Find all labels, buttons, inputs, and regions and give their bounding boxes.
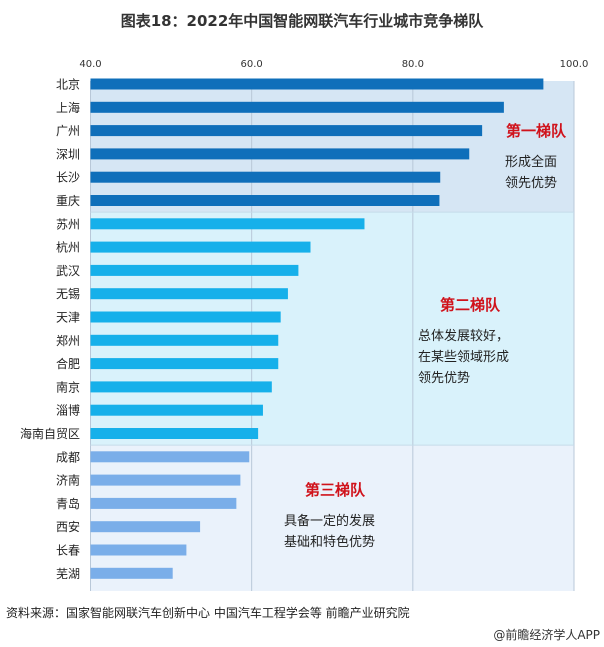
tier-background bbox=[90, 81, 574, 213]
category-label: 杭州 bbox=[56, 240, 80, 255]
bar bbox=[90, 148, 470, 160]
bar bbox=[90, 521, 201, 533]
category-label: 济南 bbox=[56, 473, 80, 488]
tier-background bbox=[90, 445, 574, 591]
bar bbox=[90, 381, 272, 393]
bar bbox=[90, 264, 299, 276]
category-label: 深圳 bbox=[56, 147, 80, 161]
category-label: 海南自贸区 bbox=[20, 426, 80, 441]
category-label: 长春 bbox=[56, 544, 80, 558]
category-label: 苏州 bbox=[56, 217, 80, 231]
tier-description: 形成全面 bbox=[505, 154, 557, 170]
bar bbox=[90, 544, 187, 556]
category-label: 成都 bbox=[56, 450, 80, 464]
category-label: 长沙 bbox=[56, 171, 80, 185]
category-label: 南京 bbox=[56, 379, 80, 394]
x-tick-label: 100.0 bbox=[560, 59, 589, 70]
category-label: 重庆 bbox=[56, 194, 80, 208]
category-label: 广州 bbox=[56, 124, 80, 138]
bar bbox=[90, 404, 263, 416]
category-label: 郑州 bbox=[56, 333, 80, 348]
category-label: 天津 bbox=[56, 311, 80, 325]
category-label: 芜湖 bbox=[56, 566, 80, 581]
category-label: 无锡 bbox=[56, 286, 80, 301]
category-label: 上海 bbox=[56, 100, 80, 115]
tier-description: 具备一定的发展 bbox=[284, 513, 375, 529]
tier-label: 第一梯队 bbox=[506, 122, 567, 140]
bar bbox=[90, 288, 288, 300]
x-tick-label: 60.0 bbox=[241, 59, 263, 70]
category-label: 青岛 bbox=[56, 496, 80, 511]
category-label: 合肥 bbox=[56, 356, 80, 371]
bar bbox=[90, 334, 279, 346]
bar bbox=[90, 171, 441, 183]
tier-description: 领先优势 bbox=[418, 370, 470, 386]
credit: @前瞻经济学人APP bbox=[493, 628, 600, 642]
bar bbox=[90, 474, 241, 486]
category-label: 淄博 bbox=[56, 403, 80, 418]
x-tick-label: 40.0 bbox=[79, 59, 101, 70]
tier-description: 领先优势 bbox=[505, 175, 557, 191]
bar bbox=[90, 311, 281, 323]
bar bbox=[90, 78, 544, 90]
tier-description: 总体发展较好， bbox=[418, 328, 509, 344]
bar bbox=[90, 241, 311, 253]
tier-description: 基础和特色优势 bbox=[284, 534, 375, 550]
category-label: 北京 bbox=[56, 78, 80, 92]
category-label: 武汉 bbox=[56, 264, 80, 278]
bar bbox=[90, 451, 250, 463]
x-tick-label: 80.0 bbox=[402, 59, 424, 70]
bar bbox=[90, 218, 365, 230]
tier-label: 第三梯队 bbox=[305, 481, 366, 499]
bar bbox=[90, 428, 259, 439]
bar bbox=[90, 101, 504, 113]
tier-label: 第二梯队 bbox=[440, 296, 501, 314]
chart-title: 图表18：2022年中国智能网联汽车行业城市竞争梯队 bbox=[120, 12, 484, 30]
bar bbox=[90, 125, 483, 137]
bar bbox=[90, 567, 173, 579]
source-note: 资料来源：国家智能网联汽车创新中心 中国汽车工程学会等 前瞻产业研究院 bbox=[6, 606, 410, 620]
tier-description: 在某些领域形成 bbox=[418, 350, 509, 365]
bar bbox=[90, 497, 237, 509]
category-label: 西安 bbox=[56, 519, 80, 534]
bar bbox=[90, 358, 279, 370]
bar bbox=[90, 195, 440, 206]
